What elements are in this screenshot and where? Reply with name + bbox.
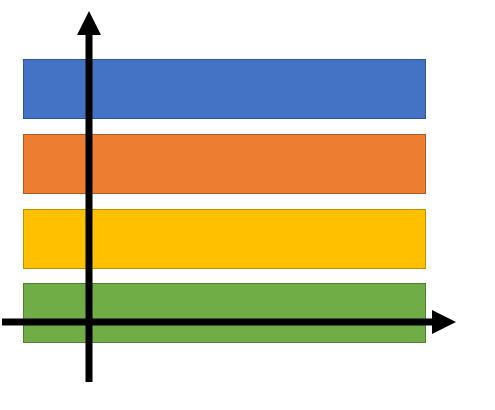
vertical-axis-arrowhead <box>77 11 101 35</box>
horizontal-axis-arrowhead <box>432 310 456 334</box>
